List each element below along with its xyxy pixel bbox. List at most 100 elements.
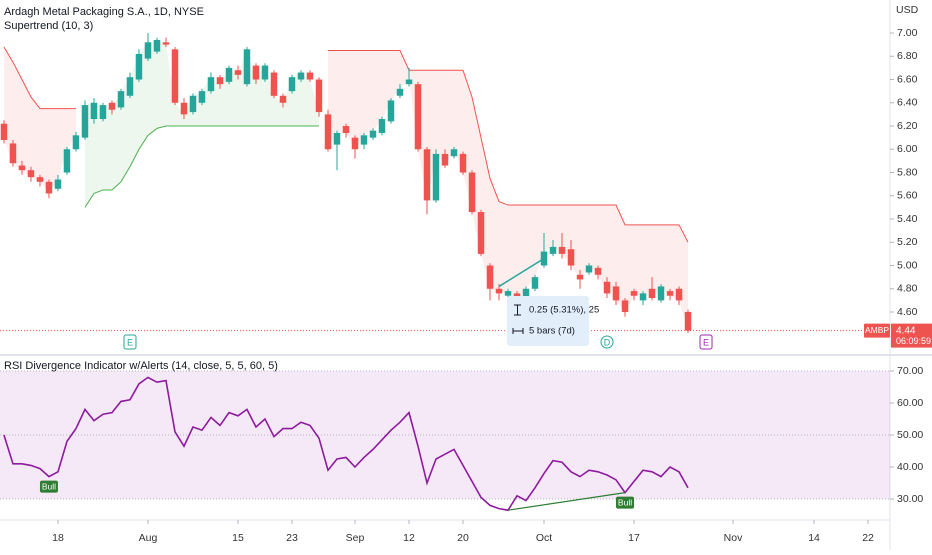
y-tick-label: 7.00 bbox=[897, 27, 918, 39]
candle-body bbox=[378, 119, 386, 133]
candle-body bbox=[306, 72, 314, 80]
candle-body bbox=[459, 153, 467, 173]
candle-body bbox=[414, 84, 422, 150]
rsi-title: RSI Divergence Indicator w/Alerts (14, c… bbox=[4, 360, 278, 372]
candle-body bbox=[567, 249, 575, 266]
candle-body bbox=[351, 137, 359, 150]
candle-body bbox=[297, 72, 305, 80]
bull-label-box bbox=[39, 480, 58, 493]
candle-body bbox=[585, 265, 593, 273]
y-tick-label: 6.40 bbox=[897, 97, 918, 109]
candle-body bbox=[333, 132, 341, 145]
x-tick-label: 12 bbox=[403, 532, 415, 544]
y-tick-label: 5.20 bbox=[897, 236, 918, 248]
candle-body bbox=[153, 39, 161, 52]
candle-body bbox=[270, 72, 278, 96]
candle-body bbox=[279, 95, 287, 103]
candle-body bbox=[468, 172, 476, 213]
rsi-line bbox=[3, 376, 689, 512]
candle-body bbox=[675, 288, 683, 301]
countdown-text: 06:09:59 bbox=[896, 336, 931, 346]
y-tick-label: 5.60 bbox=[897, 190, 918, 202]
candle-body bbox=[261, 65, 269, 80]
y-tick-label: 40.00 bbox=[897, 461, 923, 473]
candle-body bbox=[72, 135, 80, 150]
divergence-line bbox=[507, 492, 626, 511]
candle-body bbox=[423, 149, 431, 201]
candle-body bbox=[432, 153, 440, 201]
x-tick-label: 23 bbox=[286, 532, 298, 544]
ticker-tag bbox=[864, 323, 890, 338]
y-tick-label: 6.00 bbox=[897, 143, 918, 155]
candle-body bbox=[189, 95, 197, 113]
bull-label: Bull bbox=[42, 481, 56, 491]
candle-body bbox=[684, 312, 692, 331]
event-marker bbox=[123, 334, 137, 350]
x-tick-label: Aug bbox=[139, 532, 158, 544]
ticker-text: AMBP bbox=[865, 325, 889, 335]
candle-body bbox=[441, 153, 449, 166]
candle-body bbox=[207, 77, 215, 92]
candle-body bbox=[621, 300, 629, 313]
x-tick-label: 15 bbox=[232, 532, 244, 544]
candle-body bbox=[522, 288, 530, 299]
tooltip-change: 0.25 (5.31%), 25 bbox=[529, 305, 599, 316]
bull-label-box bbox=[616, 496, 635, 509]
x-tick-label: Sep bbox=[346, 532, 365, 544]
candle-body bbox=[144, 42, 152, 59]
x-tick-label: Oct bbox=[536, 532, 552, 544]
candle-body bbox=[198, 91, 206, 103]
candle-body bbox=[387, 100, 395, 122]
candle-body bbox=[666, 291, 674, 296]
x-tick-label: 22 bbox=[862, 532, 874, 544]
candle-body bbox=[243, 49, 251, 85]
candle-body bbox=[495, 288, 503, 294]
price-tag-text: 4.44 bbox=[896, 325, 916, 336]
candle-body bbox=[135, 53, 143, 80]
candle-body bbox=[162, 42, 170, 45]
candle-body bbox=[558, 246, 566, 254]
candle-body bbox=[504, 291, 512, 296]
candle-body bbox=[9, 143, 17, 164]
candle-body bbox=[603, 281, 611, 294]
candle-body bbox=[18, 165, 26, 171]
plot-layer: 18 Aug 15 23 Sep 12 20 Oct 17 Nov 14 22 4.60 4.80 5.00… bbox=[0, 27, 932, 544]
measure-tooltip: 0.25 (5.31%), 25 5 bars (7d) bbox=[507, 296, 599, 346]
chart-title: Ardagh Metal Packaging S.A., 1D, NYSE bbox=[4, 6, 204, 18]
candle-body bbox=[405, 79, 413, 85]
supertrend-fill bbox=[84, 39, 319, 208]
candle-body bbox=[594, 267, 602, 275]
tooltip-icon bbox=[512, 328, 524, 334]
candle-body bbox=[639, 293, 647, 301]
y-tick-label: 4.80 bbox=[897, 283, 918, 295]
candle-body bbox=[360, 135, 368, 145]
candle-body bbox=[576, 274, 584, 280]
candle-body bbox=[225, 67, 233, 82]
y-tick-label: 50.00 bbox=[897, 429, 923, 441]
tooltip-box bbox=[507, 296, 589, 346]
candle-body bbox=[180, 102, 188, 115]
candle-body bbox=[81, 105, 89, 138]
event-marker bbox=[600, 335, 614, 349]
candle-body bbox=[99, 105, 107, 120]
price-tag bbox=[891, 323, 932, 348]
tooltip-icon bbox=[514, 304, 521, 316]
y-tick-label: 5.00 bbox=[897, 259, 918, 271]
event-label: E bbox=[127, 337, 133, 347]
candle-body bbox=[369, 130, 377, 138]
y-tick-label: 6.80 bbox=[897, 50, 918, 62]
x-tick-label: 18 bbox=[52, 532, 64, 544]
y-tick-label: 70.00 bbox=[897, 365, 923, 377]
candle-body bbox=[54, 179, 62, 189]
candle-body bbox=[126, 77, 134, 96]
candle-body bbox=[288, 77, 296, 92]
y-tick-label: 30.00 bbox=[897, 493, 923, 505]
x-tick-label: 17 bbox=[628, 532, 640, 544]
y-tick-label: 6.20 bbox=[897, 120, 918, 132]
y-tick-label: 5.80 bbox=[897, 166, 918, 178]
supertrend-fill bbox=[3, 46, 76, 194]
candle-body bbox=[630, 291, 638, 296]
supertrend-line bbox=[327, 49, 689, 243]
